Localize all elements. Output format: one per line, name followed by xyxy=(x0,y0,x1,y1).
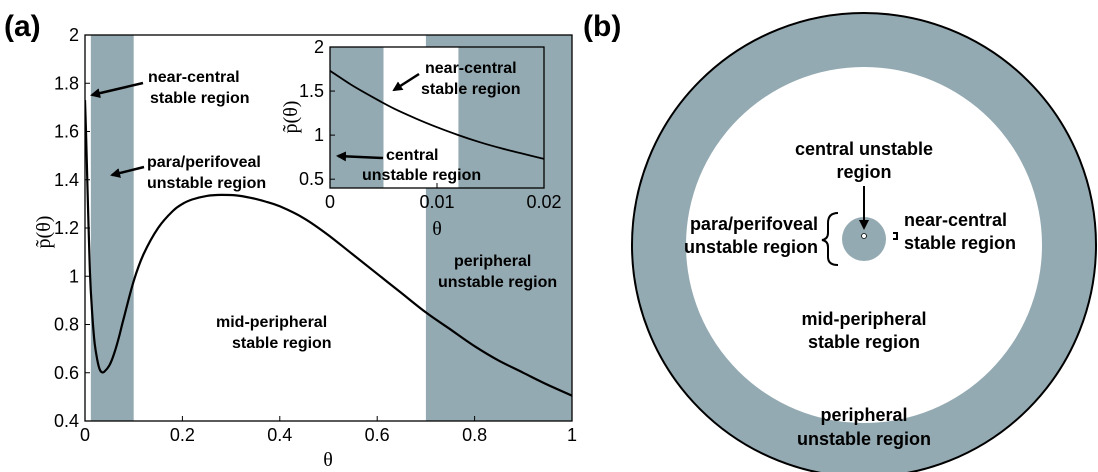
inset-shaded-region-0 xyxy=(330,47,384,188)
main-y-axis-label: p̃(θ) xyxy=(33,216,55,249)
inset-annot-central-line1: central xyxy=(386,147,438,164)
main-x-tick-label: 0 xyxy=(80,425,90,445)
inset-annot-near-line1: near-central xyxy=(425,60,517,77)
main-y-tick-label: 2 xyxy=(69,25,79,45)
inset-y-axis-label: p̃(θ) xyxy=(280,101,302,134)
main-x-tick-label: 0.2 xyxy=(170,425,195,445)
main-y-tick-label: 0.6 xyxy=(54,363,79,383)
b-periph-line1: peripheral xyxy=(820,405,907,425)
inset-y-tick-label: 0.5 xyxy=(299,169,324,189)
main-x-tick-label: 0.6 xyxy=(365,425,390,445)
inset-x-tick-label: 0.02 xyxy=(526,192,561,212)
b-central-line2: region xyxy=(836,162,891,182)
inset-arrow-near xyxy=(392,72,420,92)
panel-label-b: (b) xyxy=(583,10,621,43)
b-para-bracket xyxy=(821,212,839,266)
main-y-tick-label: 1.2 xyxy=(54,218,79,238)
main-curve xyxy=(85,100,572,397)
inset-x-axis-label: θ xyxy=(432,218,442,240)
annot-periph-line1: peripheral xyxy=(454,253,531,270)
arrow-near-central xyxy=(90,81,144,99)
main-y-tick-label: 0.8 xyxy=(54,315,79,335)
inset-arrow-central xyxy=(336,151,384,162)
main-x-tick-label: 0.4 xyxy=(267,425,292,445)
b-mid-line1: mid-peripheral xyxy=(801,309,926,329)
annot-mid-line1: mid-peripheral xyxy=(216,314,327,331)
annot-mid-line2: stable region xyxy=(232,335,332,352)
annot-para-line1: para/perifoveal xyxy=(147,154,261,171)
inset-annot-central-line2: unstable region xyxy=(362,167,481,184)
inset-x-tick-label: 0 xyxy=(325,192,335,212)
inset-y-tick-label: 2 xyxy=(314,37,324,57)
panel-label-a: (a) xyxy=(4,10,41,43)
b-central-line1: central unstable xyxy=(795,139,933,159)
main-x-axis-label: θ xyxy=(323,449,333,471)
annot-near-central-line2: stable region xyxy=(150,90,250,107)
arrow-para xyxy=(110,165,145,178)
b-periph-line2: unstable region xyxy=(797,429,931,449)
b-near-line2: stable region xyxy=(904,233,1016,253)
main-y-tick-label: 1.8 xyxy=(54,73,79,93)
b-near-bracket xyxy=(893,232,898,240)
annot-periph-line2: unstable region xyxy=(438,274,557,291)
main-y-tick-label: 1.6 xyxy=(54,122,79,142)
main-y-tick-label: 0.4 xyxy=(54,411,79,431)
main-y-tick-label: 1 xyxy=(69,266,79,286)
inset-x-tick-label: 0.01 xyxy=(419,192,454,212)
main-x-tick-label: 1 xyxy=(567,425,577,445)
inset-shaded-region-1 xyxy=(458,47,544,188)
inset-curve xyxy=(330,70,544,160)
inset-y-tick-label: 1 xyxy=(314,125,324,145)
b-para-line1: para/perifoveal xyxy=(690,214,818,234)
main-x-tick-label: 0.8 xyxy=(462,425,487,445)
para-perifoveal-disc xyxy=(842,217,886,261)
inset-y-tick-label: 1.5 xyxy=(299,81,324,101)
inset-annot-near-line2: stable region xyxy=(421,81,521,98)
inset-chart: 0 0.01 0.02 0.5 1 1.5 2 θ p̃(θ) near-central s… xyxy=(280,37,562,240)
b-para-line2: unstable region xyxy=(684,237,818,257)
central-unstable-dot xyxy=(861,233,867,239)
diagram-b: central unstable region para/perifoveal … xyxy=(631,12,1097,472)
b-mid-line2: stable region xyxy=(808,332,920,352)
annot-para-line2: unstable region xyxy=(147,175,266,192)
annot-near-central-line1: near-central xyxy=(148,69,240,86)
b-near-line1: near-central xyxy=(904,210,1007,230)
main-y-tick-label: 1.4 xyxy=(54,170,79,190)
